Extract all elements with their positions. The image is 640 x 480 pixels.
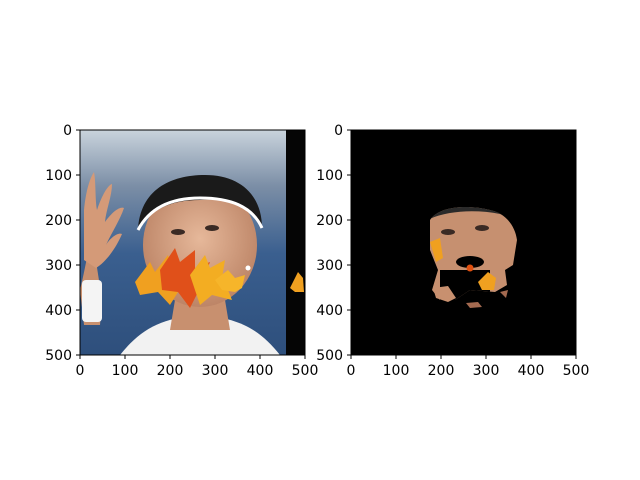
left-x-tick-label: 0 — [76, 363, 85, 379]
left-x-tick-label: 500 — [292, 363, 319, 379]
right-y-tick-label: 300 — [316, 258, 343, 274]
left-x-tick-label: 200 — [157, 363, 184, 379]
right-y-tick-label: 100 — [316, 168, 343, 184]
left-x-tick-label: 100 — [112, 363, 139, 379]
left-y-tick-label: 200 — [45, 213, 72, 229]
right-y-tick-label: 500 — [316, 348, 343, 364]
right-x-tick-label: 200 — [428, 363, 455, 379]
left-axes-frame — [79, 129, 306, 356]
right-axes-frame — [350, 129, 577, 356]
left-y-tick-label: 300 — [45, 258, 72, 274]
left-y-tick-label: 100 — [45, 168, 72, 184]
right-y-tick-label: 400 — [316, 303, 343, 319]
left-y-tick-label: 500 — [45, 348, 72, 364]
right-y-tick-label: 200 — [316, 213, 343, 229]
right-x-tick-label: 400 — [518, 363, 545, 379]
left-y-tick-label: 400 — [45, 303, 72, 319]
right-y-tick-label: 0 — [334, 123, 343, 139]
right-x-tick-label: 300 — [473, 363, 500, 379]
original-image-panel — [80, 130, 305, 355]
left-x-tick-label: 300 — [202, 363, 229, 379]
right-x-tick-label: 500 — [563, 363, 590, 379]
right-x-tick-label: 100 — [383, 363, 410, 379]
right-x-tick-label: 0 — [347, 363, 356, 379]
left-y-tick-label: 0 — [63, 123, 72, 139]
left-x-tick-label: 400 — [247, 363, 274, 379]
masked-image-panel — [351, 130, 576, 355]
